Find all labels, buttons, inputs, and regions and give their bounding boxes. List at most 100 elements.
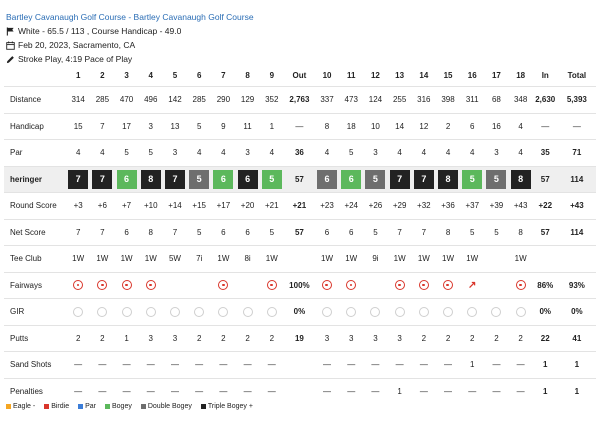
legend-label: Triple Bogey + [207,403,253,410]
hole-header: 18 [516,71,526,80]
gir-missed-icon [73,306,84,317]
score-cell: 352 [259,86,284,113]
score-cell: 2 [235,324,260,352]
score-cell: 6 [339,218,364,246]
score-cell: 5 [138,139,163,166]
score-cell [90,298,115,325]
score-cell: +3 [66,192,91,219]
score-cell: 5 [259,218,284,246]
row-fairways: Fairways 100% ↗ 86% 93% [4,271,596,299]
score-cell: 124 [363,86,388,113]
hole-header: 5 [172,71,178,80]
score-cell: 1 [114,324,139,352]
score-cell: 0% [532,298,558,325]
score-cell: 57 [283,218,315,246]
row-handicap: Handicap 15 7 17 3 13 5 9 11 1—8 18 10 14 12 2 6 16 4— — [4,112,596,140]
course-link[interactable]: Bartley Cavanaugh Golf Course - Bartley … [6,12,254,22]
gir-missed-icon [346,306,357,317]
score-box: 7 [92,169,113,189]
legend-item: Triple Bogey + [200,403,253,410]
score-box: 5 [189,169,210,189]
score-cell: 7 [90,112,115,140]
fairway-hit-icon [121,280,132,291]
tees-text: White - 65.5 / 113 , Course Handicap - 4… [18,26,182,36]
score-cell: 1W [114,245,139,272]
score-cell: 5 [114,139,139,166]
score-cell: 1 [259,112,284,140]
score-cell [435,271,461,299]
score-cell: 7 [162,165,188,193]
score-cell: 114 [557,165,596,193]
score-cell: 100% [283,271,315,299]
score-cell: 9 [211,112,236,140]
score-cell: 2 [484,324,509,352]
score-cell: 16 [484,112,509,140]
score-cell: 6 [314,165,340,193]
score-cell: 11 [235,112,260,140]
score-cell: 1W [90,245,115,272]
legend-swatch [105,404,110,409]
score-cell: +24 [339,192,364,219]
hole-header: 10 [322,71,332,80]
score-cell: 7 [90,165,115,193]
score-cell: 5 [363,165,388,193]
score-cell: 57 [532,165,558,193]
score-cell: +15 [187,192,212,219]
score-cell: 2,630 [532,86,558,113]
score-box: 7 [164,169,185,189]
row-label: GIR [4,298,67,325]
score-cell: 5,393 [557,86,596,113]
hole-header: 17 [491,71,501,80]
score-cell: — [363,351,388,378]
score-cell: 22 [532,324,558,352]
legend-label: Bogey [112,403,132,410]
score-cell: 4 [508,112,533,140]
score-cell: ↗ [460,271,485,299]
score-cell [411,298,436,325]
score-cell: 3 [138,112,163,140]
score-cell: 473 [339,86,364,113]
legend-swatch [44,404,50,409]
score-cell: 1W [66,245,91,272]
score-cell [508,298,533,325]
score-cell: 8 [314,112,340,140]
score-cell: 114 [557,218,596,246]
score-cell: 1W [387,245,412,272]
score-cell: — [211,377,236,404]
score-cell [484,271,509,299]
row-label: Sand Shots [4,351,67,378]
score-cell: 6 [314,218,340,246]
legend-item: Birdie [44,403,69,410]
score-cell: +21 [259,192,284,219]
tees-info: White - 65.5 / 113 , Course Handicap - 4… [6,24,596,38]
score-cell: 1W [339,245,364,272]
gir-missed-icon [370,306,381,317]
score-cell [557,245,596,272]
score-cell: — [339,377,364,404]
score-cell: 6 [235,165,260,193]
score-cell: — [484,351,509,378]
score-cell: 8 [138,165,163,193]
score-cell: — [508,351,533,378]
score-cell [283,245,315,272]
row-label: Distance [4,86,67,113]
score-cell [363,271,388,299]
score-box: 6 [237,169,258,189]
round-header: Bartley Cavanaugh Golf Course - Bartley … [6,0,596,66]
row-putts: Putts 2 2 1 3 3 2 2 2 2 19 3 3 3 3 2 2 2 2 2 22 41 [4,324,596,352]
score-cell [508,271,533,299]
score-cell: +37 [460,192,485,219]
score-cell: 19 [283,324,315,352]
score-cell: — [162,377,188,404]
row-label: Fairways [4,271,67,299]
score-cell: +7 [114,192,139,219]
hole-header: In [541,71,549,80]
score-cell: 1W [211,245,236,272]
score-cell: +22 [532,192,558,219]
legend-swatch [140,404,146,409]
score-cell: 5 [187,165,212,193]
score-cell: — [259,351,284,378]
score-cell: 337 [314,86,340,113]
score-cell: — [460,377,485,404]
row-label: Penalties [4,377,67,404]
